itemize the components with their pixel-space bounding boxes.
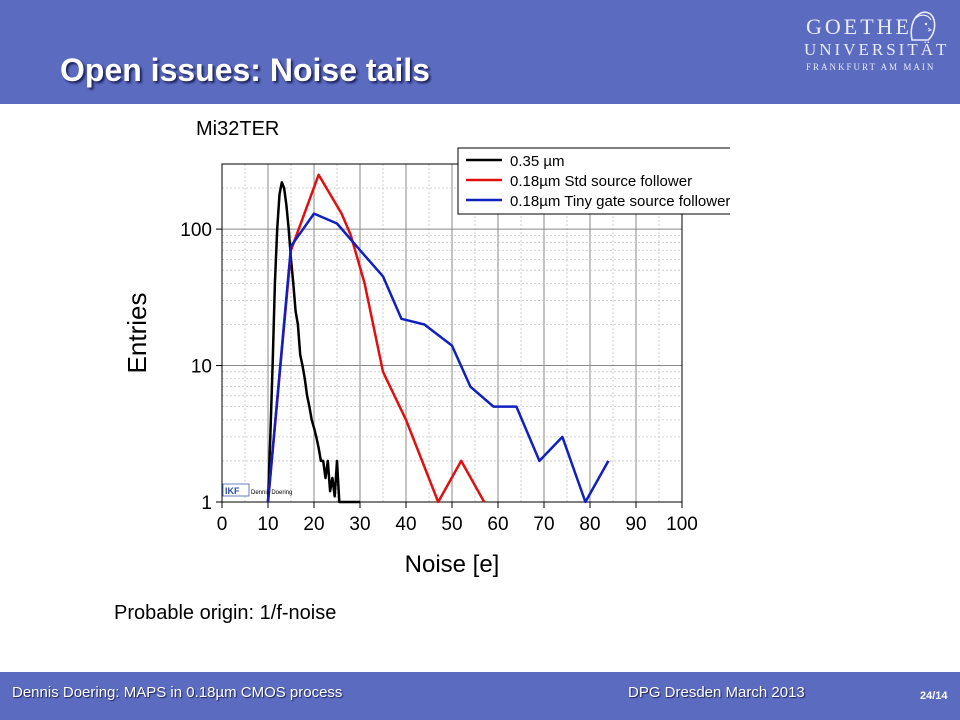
series-line-1 — [266, 181, 360, 504]
chart-series — [266, 173, 610, 504]
page-number: 24/14 — [920, 690, 948, 702]
chart-legend: 0.35 µm 0.18µm Std source follower 0.18µm … — [457, 147, 730, 215]
series-line-2 — [266, 173, 486, 504]
x-tick-label: 10 — [257, 514, 278, 535]
x-tick-label: 20 — [303, 514, 324, 535]
y-tick-label: 100 — [180, 220, 212, 241]
chart-title: Mi32TER — [196, 118, 280, 140]
x-tick-label: 60 — [487, 514, 508, 535]
x-tick-label: 80 — [579, 514, 600, 535]
x-tick-label: 50 — [441, 514, 462, 535]
university-logo: GOETHE UNIVERSITÄT FRANKFURT AM MAIN — [796, 6, 946, 76]
watermark-logo: IKF — [225, 486, 240, 496]
x-tick-label: 90 — [625, 514, 646, 535]
logo-line-goethe: GOETHE — [806, 14, 912, 39]
x-axis-label: Noise [e] — [405, 551, 500, 578]
footer-event: DPG Dresden March 2013 — [628, 684, 805, 701]
x-tick-label: 0 — [217, 514, 228, 535]
y-axis-ticks: 1 10 100 — [180, 220, 222, 514]
slide-title: Open issues: Noise tails — [60, 52, 430, 88]
x-tick-label: 40 — [395, 514, 416, 535]
y-tick-label: 10 — [191, 357, 212, 378]
origin-note: Probable origin: 1/f-noise — [114, 602, 337, 624]
footer-bar: Dennis Doering: MAPS in 0.18µm CMOS proc… — [0, 672, 960, 720]
watermark-name: Dennis Doering — [251, 490, 292, 496]
legend-entry: 0.18µm Std source follower — [510, 173, 692, 190]
header-bar: Open issues: Noise tails GOETHE UNIVERSI… — [0, 0, 960, 104]
x-tick-label: 100 — [666, 514, 698, 535]
x-tick-label: 30 — [349, 514, 370, 535]
legend-box — [457, 147, 730, 215]
x-axis-ticks: 0 10 20 30 40 50 60 70 80 90 100 — [217, 502, 698, 535]
logo-line-universitaet: UNIVERSITÄT — [804, 40, 950, 59]
legend-entry: 0.18µm Tiny gate source follower — [510, 193, 730, 210]
logo-line-frankfurt: FRANKFURT AM MAIN — [806, 62, 936, 72]
goethe-portrait-icon — [910, 11, 936, 41]
y-tick-label: 1 — [201, 493, 212, 514]
legend-entry: 0.35 µm — [510, 153, 565, 170]
x-tick-label: 70 — [533, 514, 554, 535]
chart-watermark: IKF Dennis Doering — [222, 483, 292, 497]
y-axis-label: Entries — [122, 293, 152, 374]
footer-author-title: Dennis Doering: MAPS in 0.18µm CMOS proc… — [12, 684, 343, 701]
chart-grid — [221, 163, 683, 503]
series-line-3 — [266, 212, 610, 504]
